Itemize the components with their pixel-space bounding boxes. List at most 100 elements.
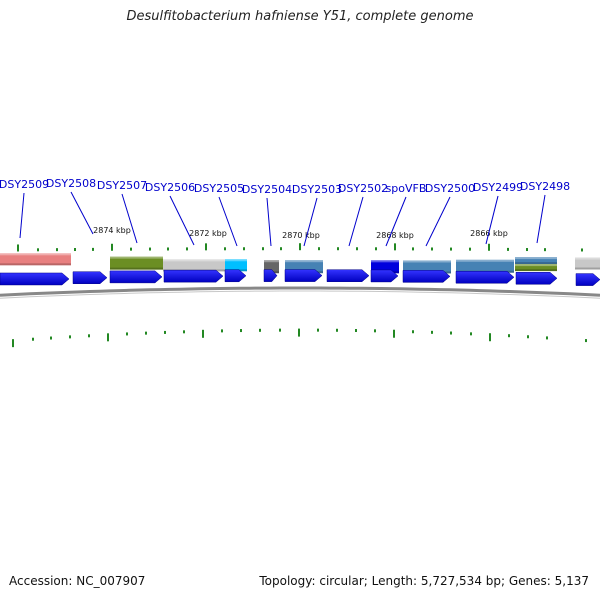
scale-tick [450, 247, 452, 251]
feature-block-shade [0, 263, 71, 266]
gene-label-dsy2498[interactable]: DSY2498 [520, 180, 570, 193]
scale-tick [37, 248, 39, 252]
scale-tick [280, 247, 282, 251]
inner-scale-tick [489, 333, 491, 342]
feature-block-highlight [285, 260, 323, 263]
genome-backbone-shadow [0, 290, 600, 299]
feature-block-highlight [515, 257, 557, 260]
inner-scale-tick [88, 334, 90, 338]
gene-label-dsy2508[interactable]: DSY2508 [46, 177, 96, 190]
accession-text: Accession: NC_007907 [9, 574, 146, 588]
kbp-label: 2872 kbp [189, 229, 227, 238]
scale-tick [167, 247, 169, 251]
leader-line [266, 197, 272, 247]
scale-tick [375, 247, 377, 251]
gene-label-dsy2507[interactable]: DSY2507 [97, 179, 147, 192]
scale-tick [56, 248, 58, 252]
inner-scale-tick [259, 328, 261, 332]
scale-tick [412, 247, 414, 251]
feature-block-highlight [225, 259, 247, 262]
gene-arrow [370, 269, 399, 283]
inner-scale-tick [126, 332, 128, 336]
gene-arrow [284, 269, 323, 282]
inner-scale-tick [355, 329, 357, 333]
scale-tick [205, 243, 207, 251]
feature-block-highlight [371, 260, 399, 263]
inner-scale-tick [508, 334, 510, 338]
feature-block-highlight [0, 253, 71, 256]
feature-block-highlight [264, 260, 279, 263]
gene-label-spovfb[interactable]: spoVFB [386, 182, 427, 195]
scale-tick [394, 243, 396, 251]
feature-block-olive [110, 256, 163, 270]
gene-arrow [326, 269, 370, 282]
feature-block-salmon [0, 253, 71, 266]
inner-scale-tick [336, 328, 338, 332]
genome-backbone [0, 286, 600, 297]
leader-line [348, 196, 364, 247]
kbp-label: 2870 kbp [282, 231, 320, 240]
gene-label-dsy2509[interactable]: DSY2509 [0, 178, 49, 191]
scale-tick [431, 247, 433, 251]
inner-scale-tick [412, 330, 414, 334]
feature-block-grey [163, 259, 225, 272]
leader-line [218, 196, 238, 247]
inner-scale-tick [221, 329, 223, 333]
feature-block-cyan [225, 259, 247, 272]
gene-label-dsy2504[interactable]: DSY2504 [242, 183, 292, 196]
gene-arrow [109, 270, 163, 284]
gene-arrow [224, 269, 247, 283]
inner-scale-tick [585, 339, 587, 343]
inner-scale-tick [183, 330, 185, 334]
leader-line [536, 194, 546, 244]
gene-arrow [72, 271, 108, 284]
gene-label-dsy2505[interactable]: DSY2505 [194, 182, 244, 195]
scale-tick [469, 247, 471, 251]
scale-tick [526, 248, 528, 252]
scale-tick [262, 247, 264, 251]
scale-tick [488, 243, 490, 251]
feature-block-highlight [456, 259, 514, 262]
gene-label-dsy2502[interactable]: DSY2502 [338, 182, 388, 195]
gene-label-dsy2499[interactable]: DSY2499 [473, 181, 523, 194]
gene-arrow [575, 273, 600, 286]
kbp-label: 2868 kbp [376, 231, 414, 240]
scale-tick [243, 247, 245, 251]
inner-scale-tick [69, 335, 71, 339]
gene-label-dsy2503[interactable]: DSY2503 [292, 183, 342, 196]
scale-tick [92, 247, 94, 251]
leader-line [169, 195, 195, 246]
scale-tick [74, 248, 76, 252]
inner-scale-tick [546, 336, 548, 340]
scale-tick [318, 247, 320, 251]
scale-tick [111, 243, 113, 251]
feature-block-grey [575, 257, 600, 270]
scale-tick [186, 247, 188, 251]
feature-block-highlight [403, 260, 451, 263]
scale-tick [356, 247, 358, 251]
inner-scale-tick [202, 329, 204, 338]
scale-tick [149, 247, 151, 251]
inner-scale-tick [145, 331, 147, 335]
gene-arrow [515, 272, 558, 285]
inner-scale-tick [298, 328, 300, 337]
leader-line [303, 197, 318, 247]
feature-block-highlight [575, 257, 600, 260]
feature-block-highlight [163, 259, 225, 262]
inner-scale-tick [12, 339, 14, 348]
leader-line [485, 195, 499, 245]
feature-block-steelblue [515, 257, 557, 265]
gene-arrow [455, 270, 515, 284]
leader-line [70, 191, 94, 235]
feature-block-shade [575, 267, 600, 270]
gene-label-dsy2506[interactable]: DSY2506 [145, 181, 195, 194]
gene-label-dsy2500[interactable]: DSY2500 [425, 182, 475, 195]
feature-block-olive [515, 264, 557, 272]
inner-scale-tick [527, 335, 529, 339]
feature-block-highlight [515, 264, 557, 267]
scale-tick [130, 247, 132, 251]
genome-summary-text: Topology: circular; Length: 5,727,534 bp… [259, 574, 589, 588]
feature-block-shade [110, 267, 163, 270]
